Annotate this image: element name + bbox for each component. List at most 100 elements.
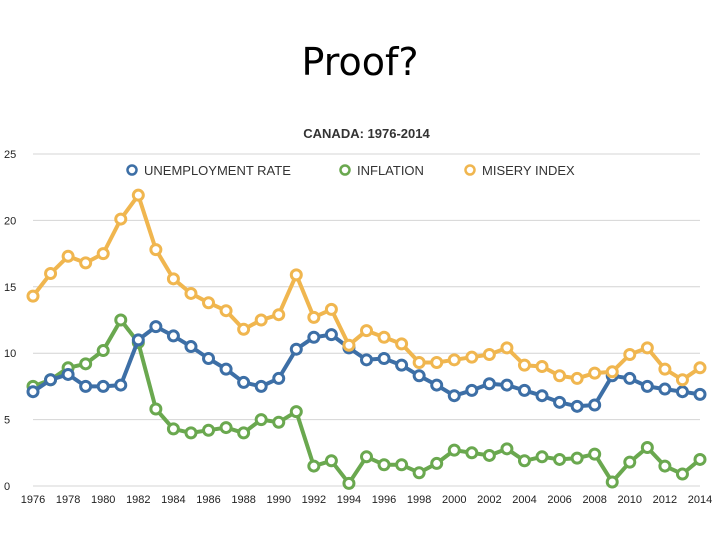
data-point <box>430 355 444 369</box>
data-point <box>570 371 584 385</box>
data-point <box>588 447 602 461</box>
x-tick-label: 1988 <box>231 494 255 506</box>
data-point <box>254 413 268 427</box>
data-point <box>395 337 409 351</box>
data-point <box>184 426 198 440</box>
data-point <box>377 330 391 344</box>
data-point <box>202 352 216 366</box>
data-point <box>44 373 58 387</box>
data-point <box>166 422 180 436</box>
y-tick-label: 20 <box>4 215 16 227</box>
data-point <box>324 302 338 316</box>
y-tick-label: 15 <box>4 282 16 294</box>
x-tick-label: 1986 <box>196 494 220 506</box>
data-point <box>675 467 689 481</box>
x-tick-label: 2006 <box>547 494 571 506</box>
data-point <box>447 389 461 403</box>
data-point <box>465 446 479 460</box>
y-tick-label: 25 <box>4 149 16 161</box>
data-point <box>517 358 531 372</box>
line-chart: CANADA: 1976-2014 0 5 10 15 20 25 1976 1978 1980 1… <box>4 126 712 506</box>
data-point <box>79 256 93 270</box>
x-tick-label: 1994 <box>337 494 361 506</box>
legend-marker-0 <box>126 164 138 176</box>
data-point <box>307 330 321 344</box>
data-point <box>623 348 637 362</box>
data-point <box>377 458 391 472</box>
x-tick-label: 2014 <box>688 494 712 506</box>
data-point <box>517 383 531 397</box>
x-tick-label: 1984 <box>161 494 185 506</box>
data-point <box>675 373 689 387</box>
data-point <box>588 366 602 380</box>
data-point <box>623 371 637 385</box>
data-point <box>412 355 426 369</box>
data-point <box>693 361 707 375</box>
data-point <box>588 398 602 412</box>
data-point <box>553 369 567 383</box>
data-point <box>430 456 444 470</box>
data-point <box>535 359 549 373</box>
data-point <box>623 455 637 469</box>
data-point <box>237 426 251 440</box>
data-point <box>482 377 496 391</box>
data-point <box>342 338 356 352</box>
data-point <box>553 452 567 466</box>
data-point <box>237 322 251 336</box>
data-point <box>675 385 689 399</box>
x-tick-label: 2012 <box>653 494 677 506</box>
data-point <box>131 188 145 202</box>
data-point <box>553 395 567 409</box>
data-point <box>640 341 654 355</box>
data-point <box>307 310 321 324</box>
data-point <box>149 402 163 416</box>
data-point <box>26 385 40 399</box>
data-point <box>535 450 549 464</box>
legend-marker-2 <box>464 164 476 176</box>
x-tick-label: 2010 <box>618 494 642 506</box>
data-point <box>289 405 303 419</box>
data-point <box>658 362 672 376</box>
data-point <box>360 353 373 367</box>
data-point <box>166 272 180 286</box>
data-point <box>693 452 707 466</box>
data-point <box>289 268 303 282</box>
data-point <box>149 243 163 257</box>
data-point <box>272 371 286 385</box>
data-point <box>219 362 233 376</box>
data-point <box>184 286 198 300</box>
x-tick-label: 1992 <box>302 494 326 506</box>
legend-label: UNEMPLOYMENT RATE <box>144 163 291 178</box>
data-point <box>447 353 461 367</box>
data-point <box>324 328 338 342</box>
data-point <box>114 212 128 226</box>
data-point <box>149 320 163 334</box>
data-point <box>658 459 672 473</box>
x-tick-label: 1976 <box>21 494 45 506</box>
data-point <box>26 289 40 303</box>
x-tick-label: 1996 <box>372 494 396 506</box>
x-tick-label: 2000 <box>442 494 466 506</box>
data-point <box>430 378 444 392</box>
data-point <box>219 421 233 435</box>
data-point <box>61 249 75 263</box>
data-point <box>465 383 479 397</box>
legend-label: INFLATION <box>357 163 424 178</box>
data-point <box>184 340 198 354</box>
data-point <box>395 358 409 372</box>
legend-marker-1 <box>339 164 351 176</box>
x-tick-label: 1998 <box>407 494 431 506</box>
legend-label: MISERY INDEX <box>482 163 575 178</box>
data-point <box>500 378 514 392</box>
data-point <box>237 375 251 389</box>
data-point <box>272 415 286 429</box>
data-point <box>500 341 514 355</box>
data-point <box>360 324 373 338</box>
data-point <box>219 304 233 318</box>
data-point <box>658 382 672 396</box>
data-point <box>96 344 110 358</box>
data-point <box>307 459 321 473</box>
data-point <box>482 348 496 362</box>
data-point <box>114 313 128 327</box>
data-point <box>360 450 373 464</box>
